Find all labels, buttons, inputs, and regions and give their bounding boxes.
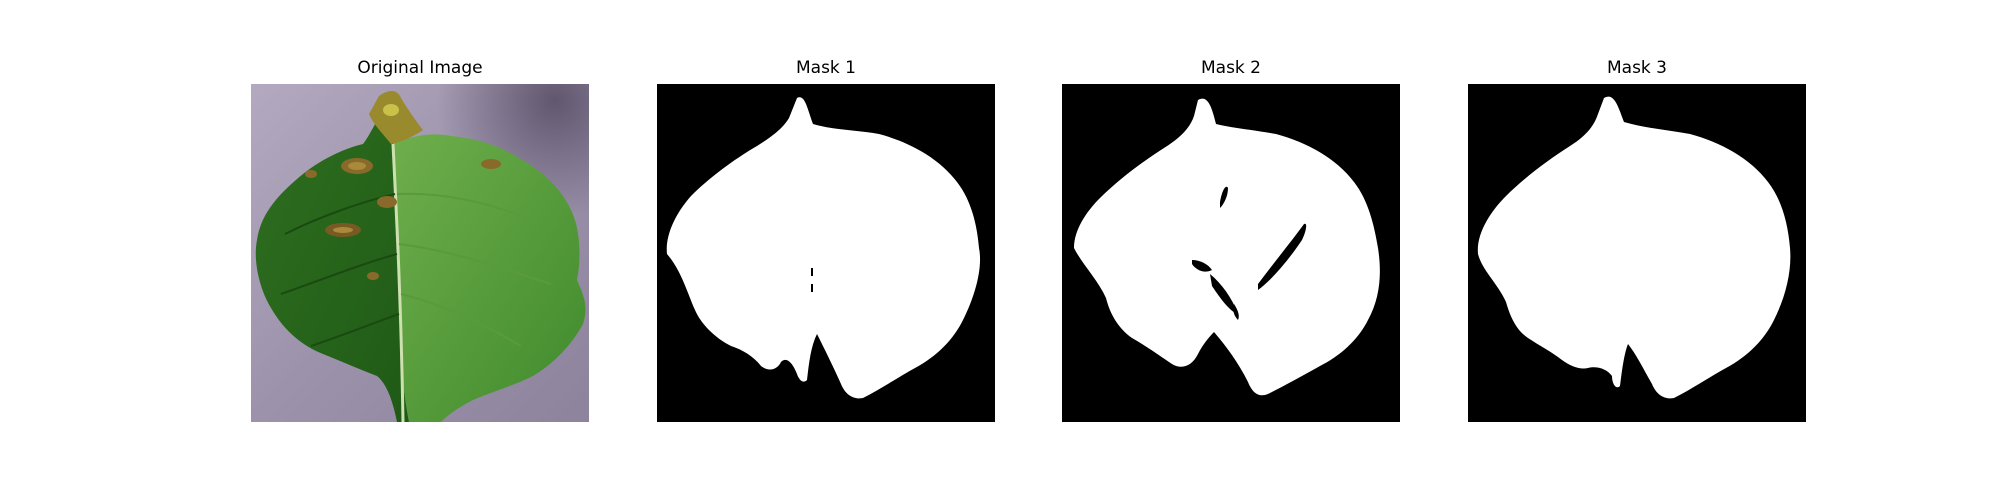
original-leaf-photo bbox=[251, 84, 589, 422]
panel-title-original-image: Original Image bbox=[357, 58, 483, 78]
panel-mask-2: Mask 2 bbox=[1062, 0, 1400, 500]
lesion bbox=[305, 170, 317, 178]
panel-mask-1: Mask 1 bbox=[657, 0, 995, 500]
mask-2-image bbox=[1062, 84, 1400, 422]
mask-1-image bbox=[657, 84, 995, 422]
mask-2-leaf-region bbox=[1074, 98, 1380, 396]
panel-title-mask-1: Mask 1 bbox=[795, 58, 856, 78]
panel-title-mask-3: Mask 3 bbox=[1606, 58, 1667, 78]
lesion bbox=[377, 196, 397, 208]
mask-3-image bbox=[1468, 84, 1806, 422]
panel-mask-3: Mask 3 bbox=[1468, 0, 1806, 500]
leaf-right-half bbox=[393, 134, 586, 422]
mask-3-leaf-region bbox=[1477, 96, 1791, 399]
panel-original-image: Original Image bbox=[251, 0, 589, 500]
panel-title-mask-2: Mask 2 bbox=[1200, 58, 1261, 78]
lesion bbox=[481, 159, 501, 169]
mask-1-leaf-region bbox=[666, 97, 981, 399]
leaf-diseased-tip bbox=[369, 91, 423, 144]
lesion bbox=[367, 272, 379, 280]
leaf-left-half bbox=[255, 98, 409, 422]
